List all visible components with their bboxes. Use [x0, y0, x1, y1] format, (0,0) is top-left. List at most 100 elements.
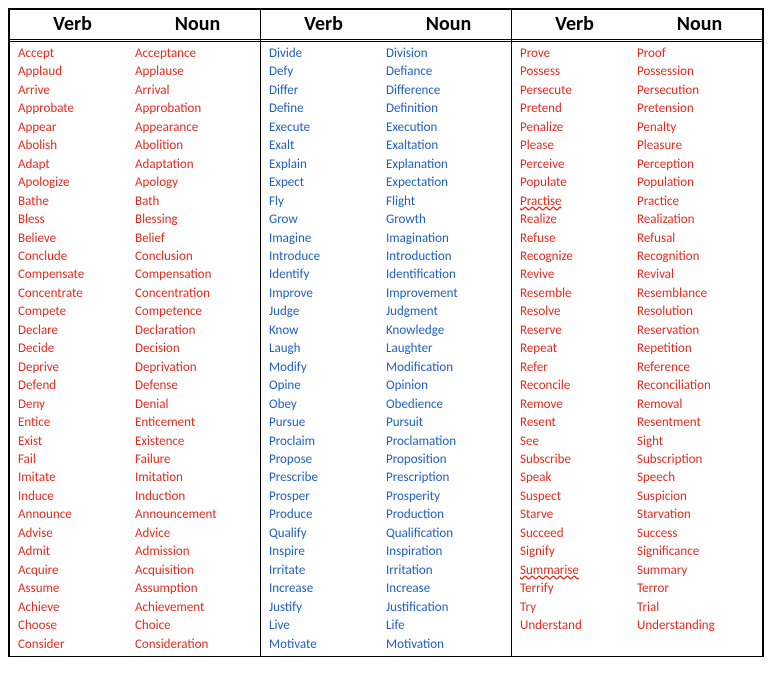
verb-cell: Prosper [269, 488, 386, 506]
table-row: ConcludeConclusion [18, 248, 252, 266]
verb-cell: Subscribe [520, 451, 637, 469]
table-row: ResolveResolution [520, 303, 754, 321]
table-row: ReconcileReconciliation [520, 377, 754, 395]
noun-cell: Imagination [386, 230, 503, 248]
noun-cell: Speech [637, 469, 754, 487]
table-row: CompensateCompensation [18, 266, 252, 284]
noun-cell: Possession [637, 63, 754, 81]
table-row: ApologizeApology [18, 174, 252, 192]
verb-cell: Arrive [18, 82, 135, 100]
table-row: SuspectSuspicion [520, 488, 754, 506]
table-row: ObeyObedience [269, 396, 503, 414]
verb-cell: Deprive [18, 359, 135, 377]
verb-cell: Divide [269, 45, 386, 63]
table-row: TerrifyTerror [520, 580, 754, 598]
verb-cell: Produce [269, 506, 386, 524]
noun-cell: Acquisition [135, 562, 252, 580]
verb-cell: Achieve [18, 599, 135, 617]
table-row: DivideDivision [269, 45, 503, 63]
verb-cell: Justify [269, 599, 386, 617]
noun-cell: Revival [637, 266, 754, 284]
verb-cell: Motivate [269, 636, 386, 654]
verb-cell: Try [520, 599, 637, 617]
verb-cell: Differ [269, 82, 386, 100]
table-row: JustifyJustification [269, 599, 503, 617]
verb-cell: Prove [520, 45, 637, 63]
noun-cell: Achievement [135, 599, 252, 617]
verb-cell: Believe [18, 230, 135, 248]
table-row: PursuePursuit [269, 414, 503, 432]
table-row: BatheBath [18, 193, 252, 211]
noun-cell: Modification [386, 359, 503, 377]
table-row: PopulatePopulation [520, 174, 754, 192]
noun-cell: Expectation [386, 174, 503, 192]
verb-cell: Opine [269, 377, 386, 395]
table-row: PerceivePerception [520, 156, 754, 174]
table-row: RemoveRemoval [520, 396, 754, 414]
table-row: AdviseAdvice [18, 525, 252, 543]
table-row: AppearAppearance [18, 119, 252, 137]
noun-cell: Penalty [637, 119, 754, 137]
table-row: AdmitAdmission [18, 543, 252, 561]
noun-cell: Resolution [637, 303, 754, 321]
noun-cell: Competence [135, 303, 252, 321]
noun-cell: Abolition [135, 137, 252, 155]
verb-cell: Increase [269, 580, 386, 598]
noun-cell: Life [386, 617, 503, 635]
verb-cell: Advise [18, 525, 135, 543]
verb-cell: Modify [269, 359, 386, 377]
noun-cell: Difference [386, 82, 503, 100]
verb-cell: Compensate [18, 266, 135, 284]
verb-cell: Possess [520, 63, 637, 81]
table-row: ModifyModification [269, 359, 503, 377]
verb-cell: Approbate [18, 100, 135, 118]
table-row: ProposeProposition [269, 451, 503, 469]
table-row: IntroduceIntroduction [269, 248, 503, 266]
verb-cell: Fail [18, 451, 135, 469]
noun-cell: Arrival [135, 82, 252, 100]
table-row: AchieveAchievement [18, 599, 252, 617]
table-row: DeclareDeclaration [18, 322, 252, 340]
verb-cell: Starve [520, 506, 637, 524]
noun-cell: Existence [135, 433, 252, 451]
noun-cell: Perception [637, 156, 754, 174]
verb-cell: Pretend [520, 100, 637, 118]
noun-cell: Enticement [135, 414, 252, 432]
noun-cell: Suspicion [637, 488, 754, 506]
noun-cell: Repetition [637, 340, 754, 358]
table-row: TryTrial [520, 599, 754, 617]
verb-cell: Identify [269, 266, 386, 284]
noun-cell: Consideration [135, 636, 252, 654]
noun-cell: Adaptation [135, 156, 252, 174]
noun-cell: Resemblance [637, 285, 754, 303]
noun-cell: Acceptance [135, 45, 252, 63]
table-row: ExplainExplanation [269, 156, 503, 174]
table-row: FlyFlight [269, 193, 503, 211]
verb-cell: Perceive [520, 156, 637, 174]
table-row: ConsiderConsideration [18, 636, 252, 654]
header-verb: Verb [10, 10, 135, 39]
verb-cell: Penalize [520, 119, 637, 137]
table-row: MotivateMotivation [269, 636, 503, 654]
noun-cell: Prosperity [386, 488, 503, 506]
noun-cell: Admission [135, 543, 252, 561]
noun-cell: Applause [135, 63, 252, 81]
table-row: DifferDifference [269, 82, 503, 100]
noun-cell: Imitation [135, 469, 252, 487]
verb-cell: Repeat [520, 340, 637, 358]
verb-cell: Reconcile [520, 377, 637, 395]
noun-cell: Resentment [637, 414, 754, 432]
noun-cell: Starvation [637, 506, 754, 524]
noun-cell: Increase [386, 580, 503, 598]
verb-cell: Acquire [18, 562, 135, 580]
noun-cell: Improvement [386, 285, 503, 303]
noun-cell: Reconciliation [637, 377, 754, 395]
verb-cell: Persecute [520, 82, 637, 100]
noun-cell: Compensation [135, 266, 252, 284]
table-row: ReserveReservation [520, 322, 754, 340]
verb-cell: Expect [269, 174, 386, 192]
table-row: AcceptAcceptance [18, 45, 252, 63]
panel-3-rows: ProveProofPossessPossessionPersecutePers… [512, 42, 762, 638]
noun-cell: Success [637, 525, 754, 543]
header-noun: Noun [386, 10, 511, 39]
